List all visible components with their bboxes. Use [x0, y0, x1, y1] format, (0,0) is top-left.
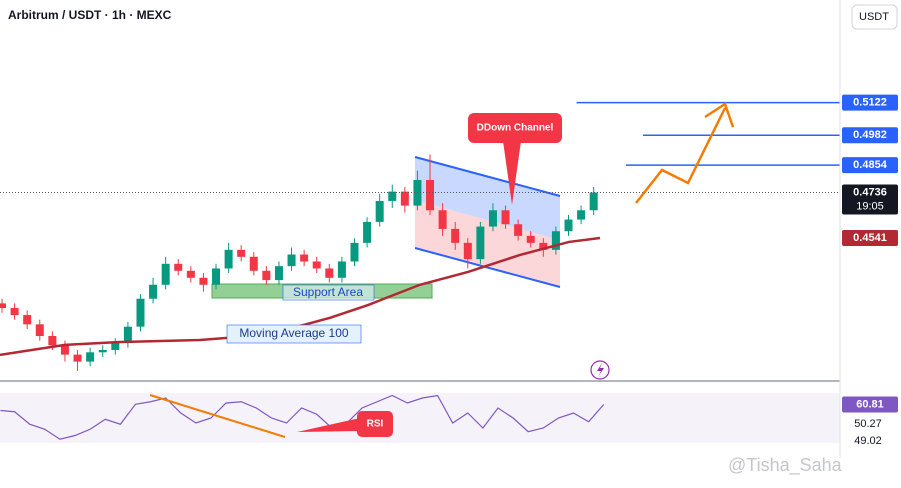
candle-body [476, 226, 485, 260]
candle-body [262, 270, 271, 281]
currency-label: USDT [859, 11, 889, 23]
support-label-box [282, 284, 375, 301]
channel-lower-fill [415, 200, 560, 287]
currency-button[interactable] [851, 4, 898, 30]
candle-body [161, 263, 170, 285]
candle-body [488, 210, 497, 227]
candle-body [551, 231, 560, 250]
candle-body [287, 254, 296, 267]
countdown-label: 19:05 [856, 200, 884, 212]
rsi-divergence-line [149, 394, 286, 438]
candle-body [10, 308, 19, 316]
moving-average-line [0, 236, 601, 357]
channel-upper-fill [415, 157, 560, 240]
candle-body [514, 224, 523, 236]
marks [0, 101, 840, 440]
axis-labels: 0.5122 0.4982 0.4854 0.4736 19:05 0.4541 60.81… [842, 94, 898, 447]
chart-title: Arbitrum / USDT · 1h · MEXC [8, 8, 172, 22]
projection-arrowhead [704, 102, 735, 128]
rsi-callout-box [357, 411, 393, 437]
candle-body [186, 270, 195, 278]
candle-body [325, 268, 334, 278]
candle-body [539, 242, 548, 250]
level-label: 0.5122 [853, 97, 887, 109]
candle-body [149, 284, 158, 299]
candle-body [400, 191, 409, 206]
candle-body [312, 261, 321, 269]
candle-body [426, 179, 435, 211]
candle-body [237, 249, 246, 257]
candle-body [60, 345, 69, 355]
event-icon-bolt [597, 363, 604, 377]
level-label: 0.4854 [853, 159, 888, 171]
candle-body [23, 315, 32, 325]
rsi-value-box [842, 396, 898, 413]
support-label: Support Area [293, 285, 363, 299]
projection-arrow [635, 107, 727, 204]
ma-label: Moving Average 100 [239, 326, 349, 340]
last-price-box [842, 184, 898, 215]
rsi-axis-label: 50.27 [854, 418, 882, 430]
rsi-value-label: 60.81 [856, 398, 884, 410]
callout-label: DDown Channel [477, 123, 554, 134]
ma-value-box [842, 229, 898, 246]
callout-pointer [503, 141, 521, 205]
candle-body [363, 221, 372, 243]
candle-body [48, 335, 57, 346]
candle-body [111, 342, 120, 350]
level-label: 0.4982 [853, 129, 887, 141]
candle-body [463, 242, 472, 260]
candle-body [589, 192, 598, 211]
watermark: @Tisha_Saha [728, 455, 843, 476]
candle-body [350, 242, 359, 262]
last-price-label: 0.4736 [853, 186, 887, 198]
candle-body [564, 219, 573, 232]
rsi-line [0, 394, 605, 440]
candle-body [86, 352, 95, 362]
candle-body [174, 263, 183, 271]
level-label-box [842, 127, 898, 144]
candle-body [526, 235, 535, 243]
candle-body [577, 210, 586, 220]
candle-body [451, 228, 460, 243]
channel-lower-line [414, 247, 561, 288]
channel-upper-line [414, 156, 561, 197]
candle-body [73, 354, 82, 362]
candle-body [136, 298, 145, 327]
rsi-band [0, 393, 840, 443]
candle-body [224, 249, 233, 269]
rsi-callout-label: RSI [367, 419, 384, 430]
candle-body [199, 277, 208, 285]
candle-body [35, 324, 44, 336]
price-axis [840, 0, 901, 458]
candle-body [388, 191, 397, 201]
candle-body [438, 210, 447, 229]
ma-label-box [226, 324, 362, 344]
level-label-box [842, 94, 898, 111]
level-label-box [842, 157, 898, 174]
candle-body [98, 349, 107, 353]
rsi-callout-pointer [297, 418, 360, 432]
candle-body [300, 254, 309, 262]
callout-box [468, 113, 562, 143]
candle-body [249, 256, 258, 271]
candle-body [501, 210, 510, 225]
candle-body [375, 200, 384, 222]
candle-body [337, 261, 346, 278]
rsi-axis-label: 49.02 [854, 435, 882, 447]
candle-body [0, 303, 7, 309]
candle-body [212, 268, 221, 285]
candle-body [274, 266, 283, 281]
ma-value-label: 0.4541 [853, 232, 887, 244]
candle-body [123, 326, 132, 343]
